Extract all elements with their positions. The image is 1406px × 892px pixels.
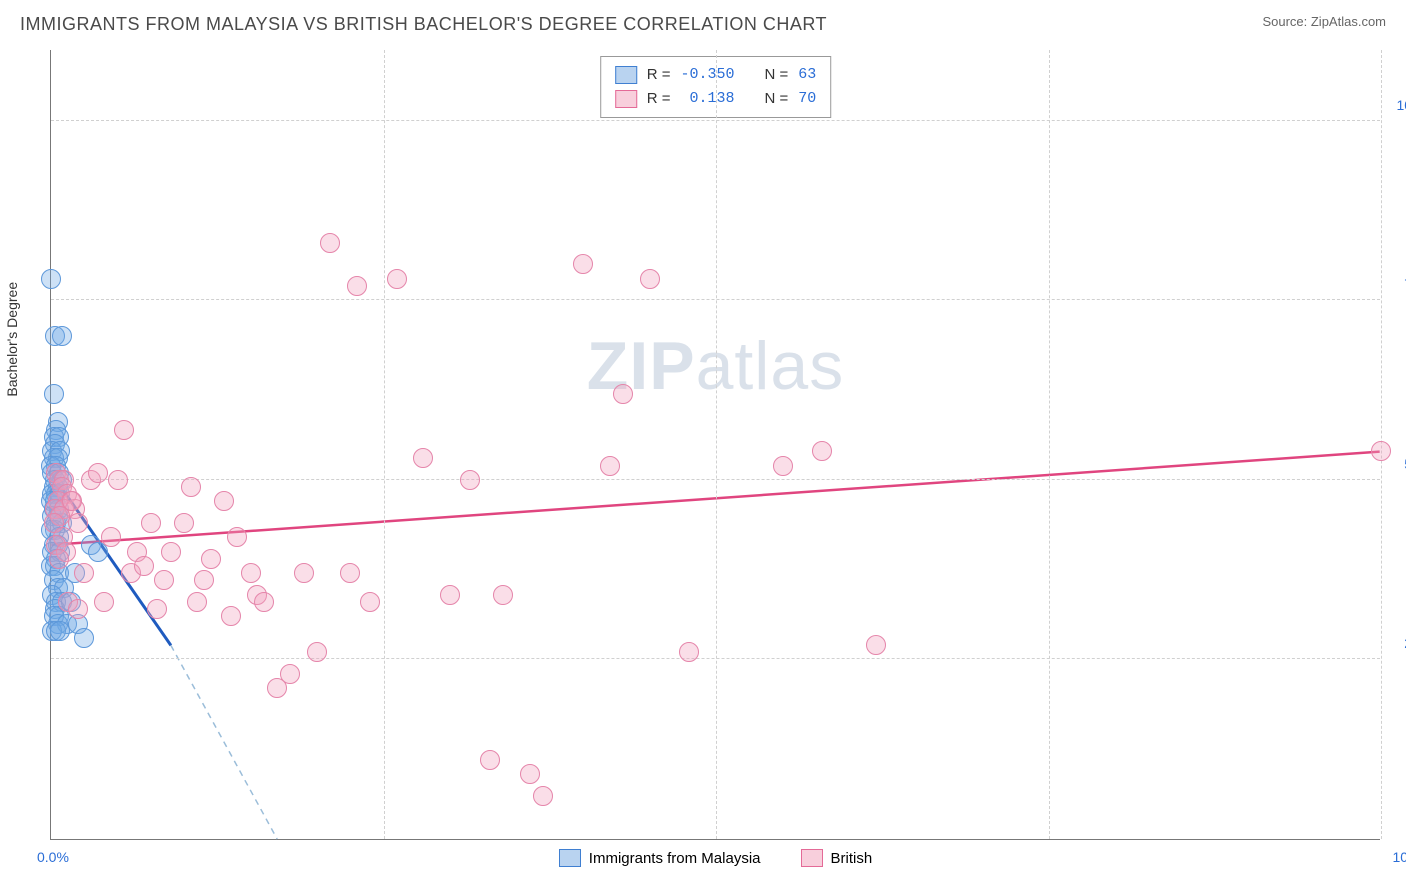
data-point (460, 470, 480, 490)
data-point (773, 456, 793, 476)
swatch-icon (615, 66, 637, 84)
data-point (320, 233, 340, 253)
data-point (44, 384, 64, 404)
data-point (101, 527, 121, 547)
data-point (49, 549, 69, 569)
swatch-icon (559, 849, 581, 867)
data-point (174, 513, 194, 533)
data-point (360, 592, 380, 612)
data-point (181, 477, 201, 497)
data-point (533, 786, 553, 806)
data-point (280, 664, 300, 684)
data-point (520, 764, 540, 784)
y-axis-label: Bachelor's Degree (4, 282, 20, 397)
data-point (307, 642, 327, 662)
data-point (866, 635, 886, 655)
y-tick-label: 100.0% (1397, 97, 1406, 113)
data-point (134, 556, 154, 576)
data-point (62, 491, 82, 511)
data-point (227, 527, 247, 547)
data-point (147, 599, 167, 619)
data-point (221, 606, 241, 626)
data-point (679, 642, 699, 662)
data-point (161, 542, 181, 562)
data-point (1371, 441, 1391, 461)
data-point (440, 585, 460, 605)
swatch-icon (801, 849, 823, 867)
data-point (254, 592, 274, 612)
data-point (413, 448, 433, 468)
data-point (74, 563, 94, 583)
gridline-v (1049, 50, 1050, 839)
data-point (480, 750, 500, 770)
data-point (340, 563, 360, 583)
data-point (88, 463, 108, 483)
data-point (68, 513, 88, 533)
data-point (347, 276, 367, 296)
data-point (74, 628, 94, 648)
data-point (201, 549, 221, 569)
data-point (187, 592, 207, 612)
data-point (94, 592, 114, 612)
data-point (41, 269, 61, 289)
gridline-v (716, 50, 717, 839)
legend-item-british: British (801, 849, 873, 867)
data-point (812, 441, 832, 461)
data-point (52, 326, 72, 346)
data-point (613, 384, 633, 404)
data-point (387, 269, 407, 289)
x-tick-right: 100.0% (1393, 849, 1406, 865)
gridline-v (384, 50, 385, 839)
scatter-chart: ZIPatlas R = -0.350 N = 63 R = 0.138 N =… (50, 50, 1380, 840)
legend-item-malaysia: Immigrants from Malaysia (559, 849, 761, 867)
swatch-icon (615, 90, 637, 108)
data-point (68, 599, 88, 619)
data-point (194, 570, 214, 590)
legend-label: Immigrants from Malaysia (589, 850, 761, 867)
data-point (573, 254, 593, 274)
data-point (154, 570, 174, 590)
data-point (141, 513, 161, 533)
data-point (600, 456, 620, 476)
data-point (640, 269, 660, 289)
chart-title: IMMIGRANTS FROM MALAYSIA VS BRITISH BACH… (20, 14, 827, 35)
series-legend: Immigrants from Malaysia British (51, 849, 1380, 867)
data-point (294, 563, 314, 583)
data-point (241, 563, 261, 583)
legend-label: British (831, 850, 873, 867)
data-point (214, 491, 234, 511)
data-point (114, 420, 134, 440)
data-point (108, 470, 128, 490)
source-attribution: Source: ZipAtlas.com (1262, 14, 1386, 29)
chart-header: IMMIGRANTS FROM MALAYSIA VS BRITISH BACH… (20, 14, 1386, 35)
data-point (493, 585, 513, 605)
